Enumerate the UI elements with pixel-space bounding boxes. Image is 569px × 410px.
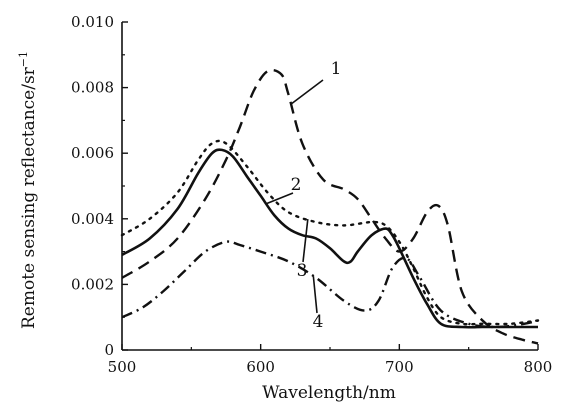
series-line-4 <box>121 240 539 329</box>
y-tick-label: 0 <box>104 341 114 359</box>
y-axis-title-group: Remote sensing reflectance/sr−1 <box>17 51 39 329</box>
y-tick-label: 0.002 <box>71 275 114 293</box>
series-line-3 <box>120 139 540 326</box>
series-label-2: 2 <box>291 175 302 195</box>
x-axis-title: Wavelength/nm <box>262 383 396 403</box>
x-tick-label: 500 <box>108 358 137 376</box>
y-axis-title-superscript: −1 <box>17 51 30 67</box>
series-layer <box>120 68 540 345</box>
y-tick-label: 0.008 <box>71 79 114 97</box>
svg-text:Remote sensing reflectance/sr−: Remote sensing reflectance/sr−1 <box>17 51 39 329</box>
series-label-1: 1 <box>331 59 342 79</box>
leader-line-2 <box>265 192 294 205</box>
series-label-4: 4 <box>313 312 324 332</box>
axes: 500 600 700 800 0 0.002 0.004 0.006 0.008 0.010 <box>71 13 552 376</box>
y-tick-label: 0.006 <box>71 144 114 162</box>
y-tick-label: 0.010 <box>71 13 114 31</box>
y-tick-label: 0.004 <box>71 210 114 228</box>
leader-line-1 <box>290 79 324 105</box>
series-line-2 <box>121 148 538 329</box>
leader-line-3 <box>302 219 309 263</box>
annotation-layer: 1 2 3 4 <box>265 59 342 332</box>
leader-line-4 <box>312 276 318 314</box>
series-line-1 <box>121 68 539 345</box>
x-tick-label: 700 <box>385 358 414 376</box>
y-axis-title: Remote sensing reflectance/sr <box>19 66 39 329</box>
x-tick-label: 800 <box>524 358 553 376</box>
x-tick-label: 600 <box>246 358 275 376</box>
series-label-3: 3 <box>297 261 308 281</box>
